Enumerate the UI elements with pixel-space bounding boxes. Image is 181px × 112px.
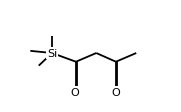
Text: Si: Si bbox=[47, 49, 57, 58]
Text: O: O bbox=[71, 87, 80, 97]
Text: O: O bbox=[111, 87, 120, 97]
